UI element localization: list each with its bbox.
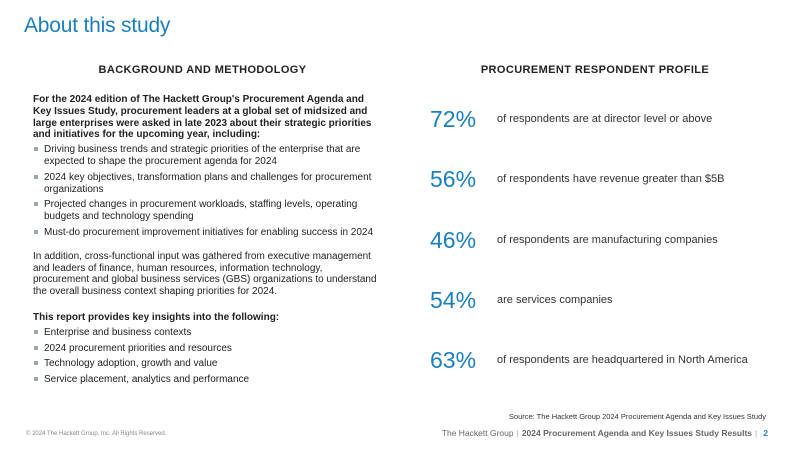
- cross-functional-paragraph: In addition, cross-functional input was …: [33, 250, 377, 298]
- stat-row: 54% are services companies: [430, 283, 780, 317]
- respondent-profile-heading: PROCUREMENT RESPONDENT PROFILE: [480, 64, 710, 76]
- list-item: 2024 key objectives, transformation plan…: [33, 172, 378, 196]
- footer-separator: |: [516, 428, 519, 438]
- list-item: Projected changes in procurement workloa…: [33, 199, 378, 223]
- insights-list: Enterprise and business contexts 2024 pr…: [33, 327, 378, 386]
- stat-description: of respondents are manufacturing compani…: [497, 234, 718, 246]
- footer-report-title: 2024 Procurement Agenda and Key Issues S…: [521, 428, 753, 438]
- study-topics-list: Driving business trends and strategic pr…: [33, 144, 378, 239]
- insights-heading: This report provides key insights into t…: [33, 311, 280, 323]
- list-item: Must-do procurement improvement initiati…: [33, 227, 378, 239]
- stat-row: 46% of respondents are manufacturing com…: [430, 223, 780, 257]
- list-item: Driving business trends and strategic pr…: [33, 144, 378, 168]
- background-methodology-heading: BACKGROUND AND METHODOLOGY: [98, 64, 307, 76]
- stat-description: are services companies: [497, 294, 613, 306]
- stat-description: of respondents have revenue greater than…: [497, 173, 725, 185]
- intro-text: For the 2024 edition of The Hackett Grou…: [33, 94, 372, 141]
- page-number: 2: [763, 428, 768, 438]
- footer-page-separator: |: [755, 428, 758, 438]
- stat-value: 56%: [430, 166, 477, 192]
- methodology-section: For the 2024 edition of The Hackett Grou…: [33, 94, 378, 390]
- source-note: Source: The Hackett Group 2024 Procureme…: [508, 412, 766, 421]
- stat-value: 72%: [430, 106, 477, 132]
- list-item: Technology adoption, growth and value: [33, 358, 378, 370]
- stat-description: of respondents are at director level or …: [497, 113, 713, 125]
- stat-row: 63% of respondents are headquartered in …: [430, 343, 780, 377]
- stat-description: of respondents are headquartered in Nort…: [497, 354, 748, 366]
- footer-brand: The Hackett Group: [441, 428, 514, 438]
- stat-value: 63%: [430, 347, 477, 373]
- footer: The Hackett Group | 2024 Procurement Agend…: [442, 428, 768, 438]
- stat-value: 54%: [430, 287, 477, 313]
- copyright: © 2024 The Hackett Group, Inc. All Right…: [26, 431, 167, 437]
- list-item: Enterprise and business contexts: [33, 327, 378, 339]
- stat-value: 46%: [430, 227, 477, 253]
- stat-row: 72% of respondents are at director level…: [430, 102, 780, 136]
- stat-row: 56% of respondents have revenue greater …: [430, 162, 780, 196]
- list-item: Service placement, analytics and perform…: [33, 374, 378, 386]
- list-item: 2024 procurement priorities and resource…: [33, 343, 378, 355]
- page-title: About this study: [24, 14, 171, 37]
